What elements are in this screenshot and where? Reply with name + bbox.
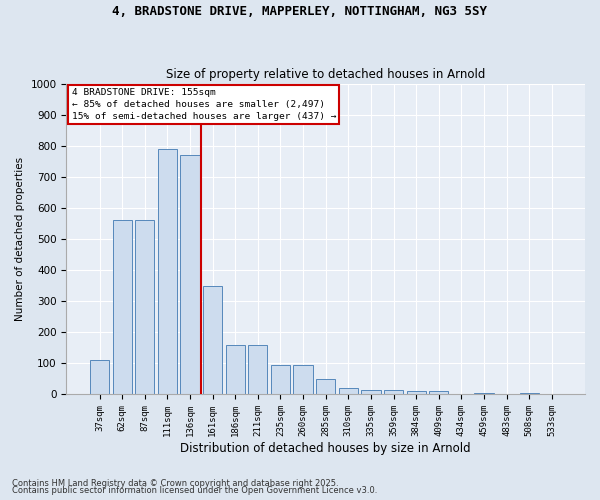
Bar <box>90 360 109 394</box>
Bar <box>293 365 313 394</box>
Y-axis label: Number of detached properties: Number of detached properties <box>15 157 25 321</box>
Bar <box>226 344 245 395</box>
Bar <box>113 220 132 394</box>
Text: 4, BRADSTONE DRIVE, MAPPERLEY, NOTTINGHAM, NG3 5SY: 4, BRADSTONE DRIVE, MAPPERLEY, NOTTINGHA… <box>113 5 487 18</box>
Bar <box>407 392 426 394</box>
Bar <box>203 286 222 395</box>
Bar <box>475 393 494 394</box>
Bar <box>339 388 358 394</box>
Bar <box>181 155 200 394</box>
Text: Contains public sector information licensed under the Open Government Licence v3: Contains public sector information licen… <box>12 486 377 495</box>
Bar <box>316 379 335 394</box>
Bar <box>158 149 177 394</box>
Text: 4 BRADSTONE DRIVE: 155sqm
← 85% of detached houses are smaller (2,497)
15% of se: 4 BRADSTONE DRIVE: 155sqm ← 85% of detac… <box>71 88 336 121</box>
Bar <box>135 220 154 394</box>
Bar <box>271 365 290 394</box>
Bar <box>429 392 448 394</box>
Bar <box>248 344 268 395</box>
Text: Contains HM Land Registry data © Crown copyright and database right 2025.: Contains HM Land Registry data © Crown c… <box>12 478 338 488</box>
Bar <box>361 390 380 394</box>
Bar <box>384 390 403 394</box>
Bar <box>520 393 539 394</box>
X-axis label: Distribution of detached houses by size in Arnold: Distribution of detached houses by size … <box>181 442 471 455</box>
Title: Size of property relative to detached houses in Arnold: Size of property relative to detached ho… <box>166 68 485 81</box>
